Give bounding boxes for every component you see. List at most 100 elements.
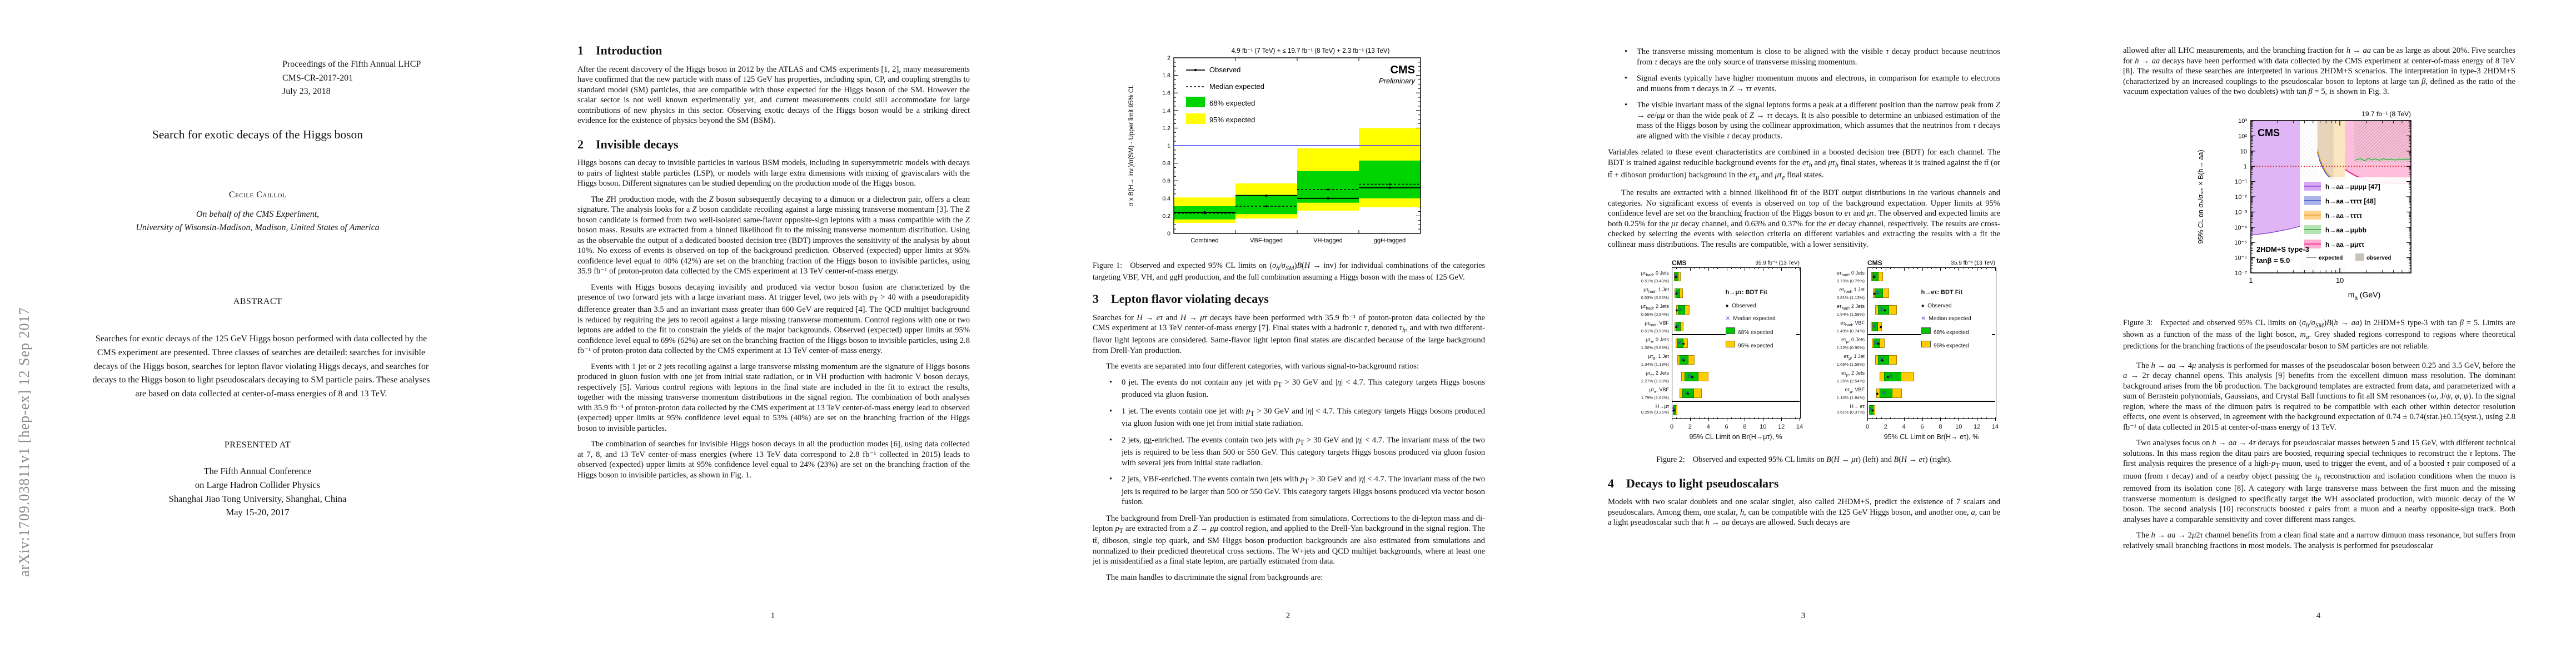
fig2-xtick — [1676, 417, 1677, 419]
fig2-xtick — [1676, 267, 1677, 270]
fig2-expected-marker: ✕ — [1673, 272, 1679, 281]
conference-line: on Large Hadron Collider Physics — [195, 479, 321, 490]
fig1-ytick-label: 1.4 — [1162, 107, 1170, 114]
fig2-row-label: μτhad, 0 Jets 0.51% (0.43%) — [1641, 270, 1669, 284]
fig2-expected-marker: ✕ — [1677, 306, 1683, 314]
fig2-observed-marker: ● — [1873, 291, 1876, 297]
yellow-swatch-icon — [1921, 341, 1931, 348]
fig3-legend-observed-label: observed — [2366, 255, 2391, 261]
fig2-row-label: μτe, 1 Jet 1.34% (1.19%) — [1641, 354, 1669, 367]
fig2-legend-observed: ● Observed — [1725, 302, 1756, 309]
paragraph: The ZH production mode, with the Z boson… — [577, 195, 970, 276]
fig2-xtick — [1699, 267, 1700, 270]
page-3: • The transverse missing momentum is clos… — [1546, 0, 2061, 667]
fig2-expected-marker: ✕ — [1871, 272, 1878, 281]
fig3-ytick-label: 1 — [2244, 163, 2247, 170]
fig1-observed-marker — [1203, 211, 1206, 214]
fig2-xtick — [1913, 417, 1914, 419]
fig2-xtick — [1881, 267, 1882, 270]
report-number: CMS-CR-2017-201 — [282, 73, 353, 83]
fig2-lumi-label: 35.9 fb⁻¹ (13 TeV) — [1755, 260, 1800, 267]
fig2-xtick — [1867, 417, 1868, 421]
fig2-expected-marker: ✕ — [1875, 289, 1881, 297]
fig2-xtick — [1795, 267, 1796, 270]
conference-line: Shanghai Jiao Tong University, Shanghai,… — [168, 493, 347, 504]
fig2-xtick — [1781, 267, 1782, 271]
fig2-expected-marker: ✕ — [1881, 389, 1887, 397]
fig3-ytick-label: 10⁻³ — [2235, 209, 2247, 216]
paragraph: Events with 1 jet or 2 jets recoiling ag… — [577, 362, 970, 433]
fig2-xtick-label: 8 — [1939, 424, 1942, 431]
fig2-xtick — [1703, 267, 1705, 270]
fig2-lumi-label: 35.9 fb⁻¹ (13 TeV) — [1951, 260, 1995, 267]
fig2-legend: h→eτ: BDT Fit ● Observed ✕ Median expected… — [1921, 287, 1992, 352]
fig2-observed-marker: ● — [1876, 391, 1879, 397]
page-number: 3 — [1801, 611, 1806, 620]
bullet-icon: • — [1109, 435, 1113, 445]
fig1-ytick-label: 1 — [1167, 143, 1170, 150]
fig2-xtick — [1740, 417, 1741, 419]
fig2-row-label: eτhad, 1 Jet 0.81% (1.13%) — [1836, 287, 1865, 301]
fig2-68-band — [1677, 338, 1684, 348]
fig2-xtick-label: 0 — [1670, 424, 1674, 431]
fig2-xtick — [1708, 417, 1709, 421]
fig2-observed-marker: ● — [1879, 324, 1882, 330]
fig2-xtick — [1753, 267, 1755, 270]
category-bullet-list: • 0 jet. The events do not contain any je… — [1093, 377, 1485, 507]
fig1-ytick-label: 0 — [1167, 231, 1170, 237]
fig2-row-label: eτμ, VBF 1.10% (1.84%) — [1836, 387, 1865, 401]
fig3-legend-label: h→aa→ττττ — [2325, 212, 2363, 220]
fig2-xtick — [1986, 267, 1987, 270]
fig2-xtick — [1703, 417, 1705, 419]
paper-title: Search for exotic decays of the Higgs bo… — [152, 128, 363, 141]
fig1-observed-marker — [1327, 197, 1329, 200]
fig2-68-band — [1877, 355, 1890, 365]
fig2-xtick — [1917, 417, 1919, 419]
fig2-row-label: H→ eτ 0.61% (0.37%) — [1836, 404, 1865, 415]
fig2-legend-expected: ✕ Median expected — [1921, 316, 1971, 322]
fig2-xtick — [1967, 417, 1969, 419]
page-title: arXiv:1709.03811v1 [hep-ex] 12 Sep 2017 … — [0, 0, 515, 667]
list-item: • The transverse missing momentum is clos… — [1625, 47, 2000, 67]
fig3-ytick-label: 10⁻⁷ — [2235, 270, 2247, 277]
fig2-68-band — [1884, 371, 1902, 381]
fig1-68-band — [1359, 160, 1421, 198]
fig3-legend-label: h→aa→μμbb — [2325, 226, 2366, 234]
fig2-row-label: eτμ, 1 Jet 1.66% (1.59%) — [1836, 354, 1865, 367]
fig3-lumi-label: 19.7 fb⁻¹ (8 TeV) — [2361, 110, 2411, 118]
fig2-row-label: eτhad, 0 Jets 0.73% (0.79%) — [1836, 270, 1865, 284]
conference-line: May 15-20, 2017 — [226, 507, 290, 518]
page-2-column: 4.9 fb⁻¹ (7 TeV) + ≤ 19.7 fb⁻¹ (8 TeV) +… — [1093, 46, 1485, 588]
fig3-ytick-label: 10² — [2238, 133, 2247, 140]
fig3-legend-observed-swatch — [2355, 253, 2364, 261]
fig2-expected-marker: ✕ — [1879, 356, 1885, 364]
fig2-68-band — [1873, 338, 1880, 348]
fig1-y-axis-label: σ x B(H→ inv.)/σ(SM) - Upper limit 95% C… — [1128, 84, 1135, 207]
fig2-xtick — [1945, 417, 1946, 419]
bullet-text: 2 jets, gg-enriched. The events contain … — [1122, 435, 1485, 467]
fig2-68-band — [1879, 388, 1892, 398]
paragraph: The background from Drell-Yan production… — [1093, 514, 1486, 566]
fig2-xtick-label: 14 — [1796, 424, 1803, 431]
fig2-x-axis-label: 95% CL Limit on Br(H→μτ), % — [1689, 433, 1782, 441]
fig2-x-axis-label: 95% CL Limit on Br(H→ eτ), % — [1884, 433, 1979, 441]
fig2-xtick — [1881, 417, 1882, 419]
fig1-ytick-label: 0.8 — [1162, 160, 1170, 167]
fig1-legend-observed-marker — [1194, 68, 1197, 72]
fig3-region-4mu — [2251, 120, 2300, 235]
fig2-row-label: μτhad, VBF 0.51% (0.58%) — [1641, 320, 1669, 334]
page-1: 1 Introduction After the recent discovery… — [515, 0, 1030, 667]
figure-1-caption: Figure 1: Observed and expected 95% CL l… — [1093, 261, 1486, 282]
paragraph: Events with Higgs bosons decaying invisi… — [577, 282, 970, 356]
fig2-row-label: μτhad, 2 Jets 0.56% (0.94%) — [1641, 303, 1669, 317]
fig2-observed-marker: ● — [1883, 307, 1887, 313]
fig2-xtick — [1913, 267, 1914, 270]
fig2-xtick — [1995, 417, 1996, 421]
page-1-column: 1 Introduction After the recent discovery… — [577, 44, 970, 486]
fig2-xtick-label: 6 — [1920, 424, 1924, 431]
fig2-row-label: μτe, 2 Jets 2.27% (1.98%) — [1641, 370, 1669, 384]
fig2-xtick — [1690, 267, 1691, 271]
fig1-category-label: Combined — [1190, 237, 1218, 244]
fig2-xtick — [1981, 267, 1982, 270]
